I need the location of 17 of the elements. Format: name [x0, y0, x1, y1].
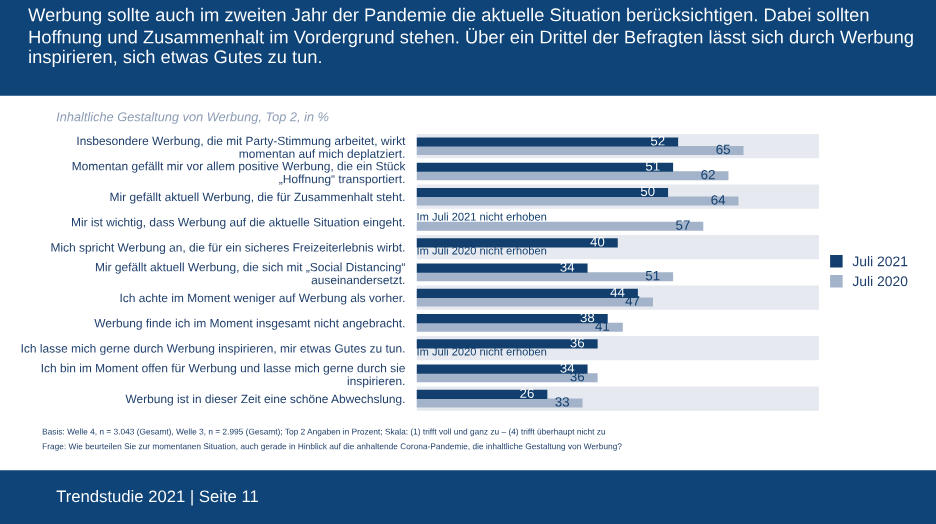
chart-title: Werbung sollte auch im zweiten Jahr der Pandemie die aktuelle Situation berücksichtigen. Dabei sollten Hoffnung und Zusammenhalt im Vordergrund stehen. Über ein Drittel der Befragten lässt sich durch Werbung inspirieren, sich etwas Gutes zu tun.: [28, 7, 913, 67]
bar: [416, 389, 548, 399]
bar: [416, 314, 608, 324]
text: Trendstudie 2021 | Seite 11: [56, 490, 258, 506]
bar: [416, 297, 653, 307]
bar: [416, 398, 583, 408]
bar: [416, 162, 674, 172]
bar: [416, 137, 679, 147]
bar: [416, 263, 588, 273]
bar: [416, 322, 623, 332]
bar: [416, 187, 669, 197]
bar: [416, 272, 674, 282]
bar: [416, 364, 588, 374]
bar: [416, 288, 638, 298]
bar: [416, 221, 704, 231]
bar: [416, 339, 598, 349]
bar: [416, 238, 618, 248]
